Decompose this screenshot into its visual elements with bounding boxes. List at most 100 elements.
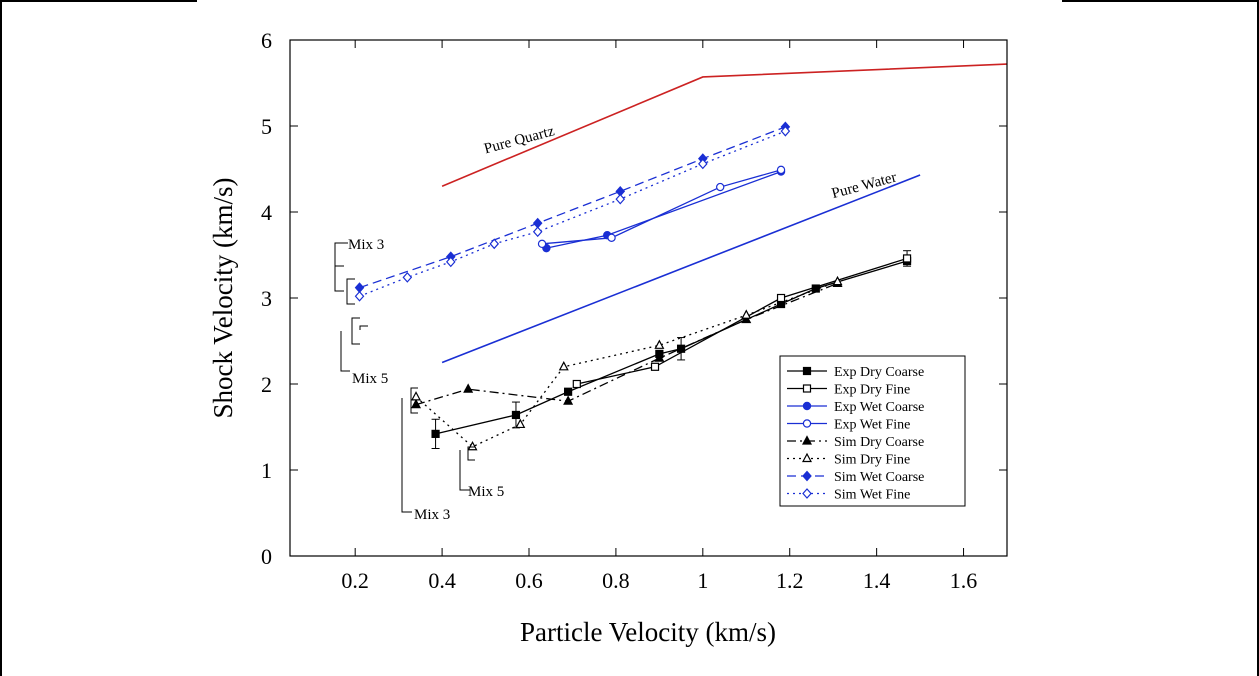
- legend-marker-sim-wet-fine: [802, 488, 812, 499]
- sim-wet-fine-line: [359, 130, 786, 297]
- sim-dry-fine-series: [411, 275, 843, 451]
- exp-dry-fine-point: [776, 293, 786, 303]
- x-tick-label: 0.2: [341, 568, 369, 593]
- legend-label-exp-wet-fine: Exp Wet Fine: [834, 418, 910, 433]
- sim-wet-fine-point: [532, 226, 543, 238]
- sim-wet-fine-point: [402, 271, 413, 283]
- x-tick-label: 1.6: [950, 568, 978, 593]
- sim-wet-coarse-point: [354, 282, 365, 294]
- sim-dry-coarse-point: [411, 398, 422, 409]
- sim-wet-coarse-point: [532, 217, 543, 229]
- y-tick-label: 3: [261, 286, 272, 311]
- exp-dry-coarse-point: [431, 429, 440, 438]
- legend-label-sim-dry-fine: Sim Dry Fine: [834, 453, 910, 468]
- x-tick-label: 0.6: [515, 568, 543, 593]
- y-tick-label: 1: [261, 458, 272, 483]
- exp-wet-fine-point: [716, 182, 725, 192]
- sim-dry-fine-point: [558, 361, 569, 371]
- y-axis-title: Shock Velocity (km/s): [208, 178, 238, 419]
- mix-annotations: Mix 3 Mix 5 Mix 3 Mix 5: [334, 237, 504, 523]
- legend-marker-sim-dry-fine: [802, 452, 812, 463]
- exp-dry-fine-line: [576, 257, 908, 385]
- legend-marker-sim-dry-coarse: [802, 435, 812, 445]
- sim-wet-fine-point: [615, 193, 626, 205]
- sim-dry-fine-point: [411, 391, 422, 401]
- legend-label-exp-wet-coarse: Exp Wet Coarse: [834, 400, 924, 415]
- exp-wet-fine-point: [776, 165, 786, 175]
- sim-wet-fine-point: [354, 290, 365, 302]
- exp-wet-coarse-line: [546, 170, 782, 249]
- x-tick-label: 0.4: [428, 568, 456, 593]
- sim-wet-fine-point: [489, 238, 500, 250]
- mix3-wet-leader: [334, 242, 348, 266]
- exp-dry-coarse-line: [435, 260, 908, 435]
- mix5-dry-leader: [459, 450, 470, 491]
- sim-dry-coarse-point: [654, 352, 665, 362]
- legend: Exp Dry Coarse Exp Dry Fine Exp Wet Coarse…: [779, 355, 966, 507]
- legend-marker-exp-dry-fine: [802, 384, 812, 393]
- exp-wet-fine-point: [607, 233, 616, 242]
- mix3-dry-bracket-outer: [410, 387, 418, 414]
- sim-dry-coarse-point: [463, 383, 474, 393]
- mix5-wet-bracket-outer: [351, 317, 360, 345]
- frame-top-right: [1062, 0, 1259, 2]
- legend-label-exp-dry-coarse: Exp Dry Coarse: [834, 365, 924, 380]
- mix5-dry-label: Mix 5: [468, 484, 504, 500]
- y-tick-label: 0: [261, 544, 272, 569]
- exp-dry-fine-point: [902, 254, 912, 263]
- sim-dry-fine-point: [515, 418, 526, 429]
- mix3-wet-bracket-outer: [334, 265, 344, 292]
- frame-left: [0, 0, 2, 676]
- x-tick-label: 1.4: [863, 568, 891, 593]
- sim-wet-fine-point: [698, 158, 708, 170]
- x-tick-label: 1.2: [776, 568, 804, 593]
- pure-water-line: [441, 174, 921, 364]
- legend-label-sim-dry-coarse: Sim Dry Coarse: [834, 435, 924, 450]
- legend-marker-exp-wet-fine: [802, 419, 812, 428]
- sim-dry-fine-point: [832, 275, 843, 286]
- exp-dry-coarse-point: [511, 410, 521, 420]
- legend-label-sim-wet-fine: Sim Wet Fine: [834, 488, 910, 503]
- sim-dry-fine-point: [741, 309, 752, 319]
- exp-dry-fine-series: [572, 250, 912, 389]
- legend-marker-exp-dry-coarse: [802, 366, 812, 376]
- mix3-dry-leader: [401, 398, 412, 513]
- sim-wet-coarse-series: [354, 121, 791, 294]
- pure-quartz-line: [441, 63, 1008, 187]
- exp-dry-fine-point: [572, 379, 581, 389]
- y-tick-label: 5: [261, 114, 272, 139]
- sim-dry-fine-point: [467, 441, 478, 451]
- sim-wet-coarse-line: [359, 126, 786, 289]
- mix5-dry-bracket-outer: [467, 446, 475, 461]
- sim-wet-fine-point: [780, 125, 791, 137]
- sim-wet-fine-series: [354, 125, 791, 302]
- exp-wet-fine-point: [537, 239, 547, 249]
- sim-dry-fine-point: [654, 339, 665, 349]
- mix3-wet-bracket-inner: [346, 278, 355, 305]
- sim-wet-fine-point: [445, 256, 456, 268]
- x-axis-title: Particle Velocity (km/s): [520, 617, 776, 647]
- legend-label-sim-wet-coarse: Sim Wet Coarse: [834, 470, 924, 485]
- mix3-wet-label: Mix 3: [348, 237, 384, 253]
- exp-wet-fine-series: [537, 165, 786, 249]
- exp-dry-coarse-point: [564, 387, 573, 396]
- mix5-wet-bracket-inner: [359, 325, 368, 330]
- sim-dry-coarse-line: [415, 282, 838, 406]
- exp-dry-fine-point: [650, 362, 660, 371]
- frame-top-left: [0, 0, 197, 2]
- x-tick-label: 0.8: [602, 568, 630, 593]
- legend-box: [779, 355, 966, 507]
- pure-quartz-label: Pure Quartz: [482, 123, 556, 157]
- legend-marker-sim-wet-coarse: [802, 470, 812, 482]
- mix3-dry-label: Mix 3: [414, 507, 450, 523]
- sim-dry-coarse-point: [563, 395, 574, 405]
- y-tick-label: 4: [261, 200, 272, 225]
- legend-marker-exp-wet-coarse: [802, 401, 812, 411]
- mix5-wet-leader: [340, 331, 350, 372]
- y-tick-label: 6: [261, 28, 272, 53]
- x-tick-label: 1: [697, 568, 708, 593]
- series-layer: [354, 121, 912, 451]
- exp-wet-fine-line: [541, 169, 782, 245]
- axis-ticks: 0.2 0.4 0.6 0.8 1 1.2 1.4 1.6 0 1 2 3 4 5 6: [261, 28, 1007, 593]
